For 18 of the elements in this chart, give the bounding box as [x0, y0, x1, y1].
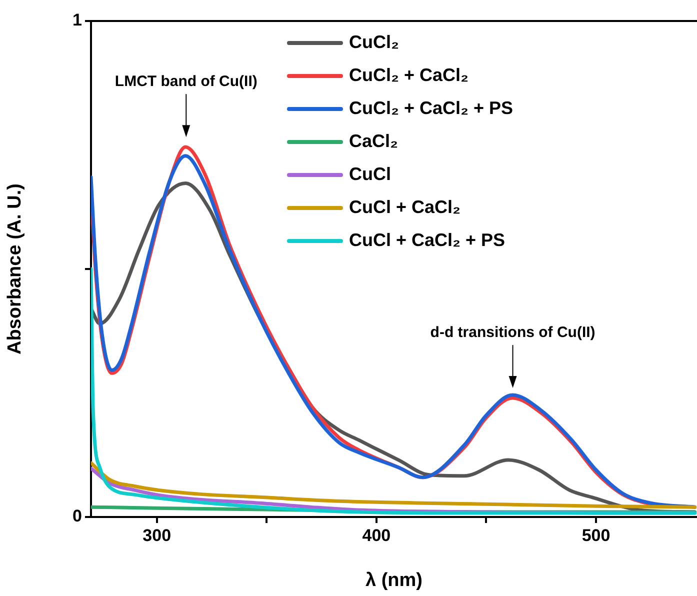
legend-label: CaCl₂	[349, 130, 398, 151]
annotation: d-d transitions of Cu(II)	[430, 324, 596, 342]
legend-label: CuCl + CaCl₂	[349, 196, 461, 217]
line-series	[91, 267, 697, 515]
y-tick-label: 1	[72, 10, 82, 30]
legend-label: CuCl₂ + CaCl₂ + PS	[349, 98, 514, 118]
line-series	[91, 461, 697, 509]
legend-label: CuCl₂	[349, 32, 399, 52]
annotation: LMCT band of Cu(II)	[114, 73, 258, 90]
legend-label: CuCl	[349, 164, 391, 184]
legend-label: CuCl₂ + CaCl₂	[349, 64, 469, 85]
x-tick-label: 300	[142, 526, 172, 545]
y-axis-title: Absorbance (A. U.)	[4, 183, 26, 355]
legend-label: CuCl + CaCl₂ + PS	[349, 230, 506, 250]
y-tick-label: 0	[72, 506, 82, 526]
x-tick-label: 500	[582, 526, 610, 545]
x-axis-title: λ (nm)	[366, 570, 422, 591]
x-tick-label: 400	[362, 526, 391, 545]
